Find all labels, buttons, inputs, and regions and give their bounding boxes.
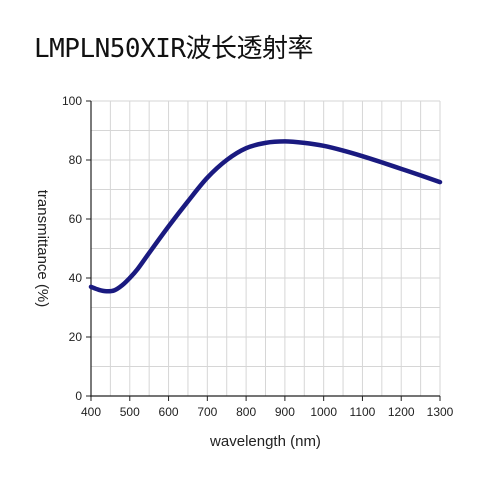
y-tick-label: 20	[69, 330, 83, 344]
axes	[86, 100, 441, 401]
x-tick-label: 500	[120, 405, 140, 419]
x-tick-label: 600	[159, 405, 179, 419]
y-tick-label: 80	[69, 153, 83, 167]
x-tick-label: 1300	[427, 405, 454, 419]
x-tick-label: 1000	[310, 405, 337, 419]
x-tick-label: 900	[275, 405, 295, 419]
x-tick-label: 700	[197, 405, 217, 419]
grid	[90, 100, 441, 397]
x-tick-label: 1100	[350, 405, 376, 419]
series-group	[88, 139, 443, 294]
chart-title: LMPLN50XIR波长透射率	[34, 34, 314, 64]
transmittance-series-line	[88, 139, 443, 294]
y-tick-label: 0	[75, 389, 82, 403]
y-tick-label: 40	[69, 271, 83, 285]
y-tick-label: 100	[62, 94, 82, 108]
y-axis-label: transmittance (%)	[34, 190, 51, 308]
x-tick-label: 800	[236, 405, 256, 419]
tick-labels: 400 500 600 700 800 900 1000 1100 1200 1300 0 20 40 6…	[62, 94, 454, 419]
x-tick-label: 400	[81, 405, 101, 419]
x-tick-label: 1200	[388, 405, 415, 419]
x-axis-label: wavelength (nm)	[209, 433, 321, 450]
y-tick-label: 60	[69, 212, 83, 226]
